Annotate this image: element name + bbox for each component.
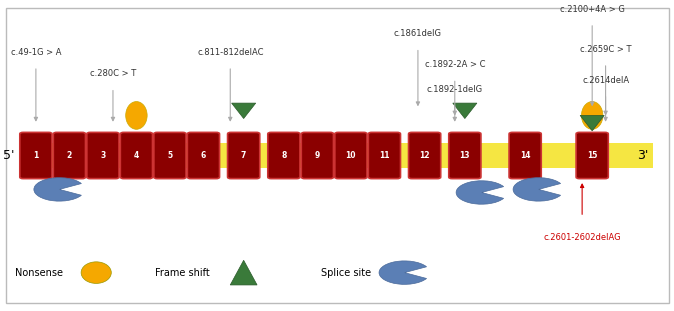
FancyBboxPatch shape (5, 7, 669, 304)
Text: 9: 9 (315, 151, 320, 160)
Text: 12: 12 (419, 151, 430, 160)
Ellipse shape (81, 262, 111, 283)
Polygon shape (232, 103, 255, 118)
Text: c.2659C > T: c.2659C > T (580, 45, 632, 54)
Text: c.811-812delAC: c.811-812delAC (197, 48, 264, 57)
FancyBboxPatch shape (121, 132, 152, 179)
FancyBboxPatch shape (87, 132, 119, 179)
Text: 1: 1 (33, 151, 38, 160)
Text: Frame shift: Frame shift (156, 268, 210, 278)
Text: c.2601-2602delAG: c.2601-2602delAG (543, 233, 621, 242)
Text: 4: 4 (134, 151, 139, 160)
Text: 3: 3 (100, 151, 106, 160)
Polygon shape (453, 103, 477, 118)
Text: c.49-1G > A: c.49-1G > A (11, 48, 61, 57)
Text: 15: 15 (587, 151, 597, 160)
Text: 11: 11 (379, 151, 390, 160)
Text: 3': 3' (637, 149, 648, 162)
Text: c.1892-1delG: c.1892-1delG (427, 85, 483, 94)
FancyBboxPatch shape (449, 132, 481, 179)
FancyBboxPatch shape (301, 132, 334, 179)
Text: c.2614delA: c.2614delA (582, 76, 629, 85)
Text: 6: 6 (201, 151, 206, 160)
FancyBboxPatch shape (408, 132, 441, 179)
FancyBboxPatch shape (509, 132, 541, 179)
Ellipse shape (582, 102, 603, 129)
FancyBboxPatch shape (335, 132, 367, 179)
Text: 5: 5 (167, 151, 173, 160)
FancyBboxPatch shape (20, 132, 52, 179)
FancyBboxPatch shape (228, 132, 259, 179)
Polygon shape (231, 260, 257, 285)
FancyBboxPatch shape (576, 132, 608, 179)
Text: Nonsense: Nonsense (15, 268, 63, 278)
Ellipse shape (125, 102, 147, 129)
Wedge shape (513, 178, 561, 201)
FancyBboxPatch shape (154, 132, 186, 179)
Text: c.280C > T: c.280C > T (90, 69, 136, 78)
Polygon shape (580, 115, 605, 131)
Wedge shape (34, 178, 82, 201)
Text: 13: 13 (460, 151, 470, 160)
FancyBboxPatch shape (268, 132, 300, 179)
Text: 2: 2 (67, 151, 72, 160)
FancyBboxPatch shape (187, 132, 220, 179)
Text: 14: 14 (520, 151, 530, 160)
Text: c.1892-2A > C: c.1892-2A > C (425, 60, 485, 69)
Text: 8: 8 (281, 151, 286, 160)
Text: c.1861delG: c.1861delG (394, 29, 442, 38)
Text: 10: 10 (346, 151, 356, 160)
Text: 7: 7 (241, 151, 247, 160)
FancyBboxPatch shape (53, 132, 86, 179)
Text: 5': 5' (3, 149, 15, 162)
Text: c.2100+4A > G: c.2100+4A > G (559, 5, 625, 14)
Wedge shape (456, 181, 503, 204)
Wedge shape (379, 261, 427, 284)
FancyBboxPatch shape (22, 143, 652, 168)
FancyBboxPatch shape (368, 132, 400, 179)
Text: Splice site: Splice site (321, 268, 371, 278)
